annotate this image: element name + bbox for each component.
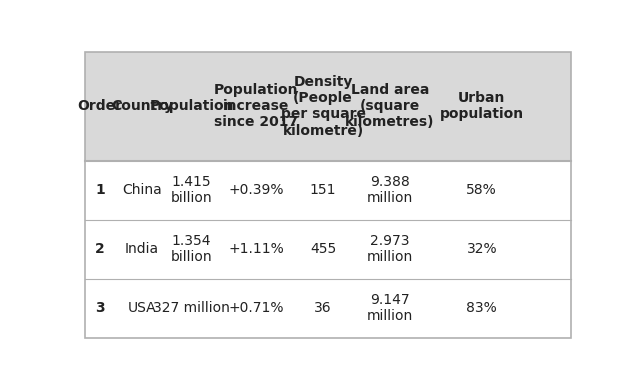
Text: 3: 3	[95, 301, 105, 315]
Bar	[85, 220, 571, 279]
Text: 455: 455	[310, 242, 336, 256]
Text: Population: Population	[149, 99, 234, 113]
Text: +0.39%: +0.39%	[228, 183, 284, 197]
Text: 36: 36	[314, 301, 332, 315]
Text: Order: Order	[77, 99, 122, 113]
Text: Urban
population: Urban population	[440, 91, 524, 121]
Text: 58%: 58%	[467, 183, 497, 197]
Text: 9.147
million: 9.147 million	[367, 293, 413, 324]
Text: Population
increase
since 2017: Population increase since 2017	[214, 83, 298, 129]
Text: China: China	[122, 183, 162, 197]
Text: 2: 2	[95, 242, 105, 256]
Text: 83%: 83%	[467, 301, 497, 315]
Text: 1.415
billion: 1.415 billion	[171, 175, 212, 205]
Bar	[85, 52, 571, 160]
Text: +0.71%: +0.71%	[228, 301, 284, 315]
Text: 32%: 32%	[467, 242, 497, 256]
Text: Land area
(square
kilometres): Land area (square kilometres)	[345, 83, 435, 129]
Text: 1: 1	[95, 183, 105, 197]
Text: Density
(People
per square
kilometre): Density (People per square kilometre)	[280, 75, 365, 137]
Text: +1.11%: +1.11%	[228, 242, 284, 256]
Bar	[85, 279, 571, 338]
Text: India: India	[125, 242, 159, 256]
Text: 9.388
million: 9.388 million	[367, 175, 413, 205]
Text: 1.354
billion: 1.354 billion	[171, 234, 212, 264]
Text: USA: USA	[128, 301, 156, 315]
Bar	[85, 160, 571, 220]
Text: 327 million: 327 million	[153, 301, 230, 315]
Text: 151: 151	[310, 183, 336, 197]
Text: Country: Country	[111, 99, 173, 113]
Text: 2.973
million: 2.973 million	[367, 234, 413, 264]
